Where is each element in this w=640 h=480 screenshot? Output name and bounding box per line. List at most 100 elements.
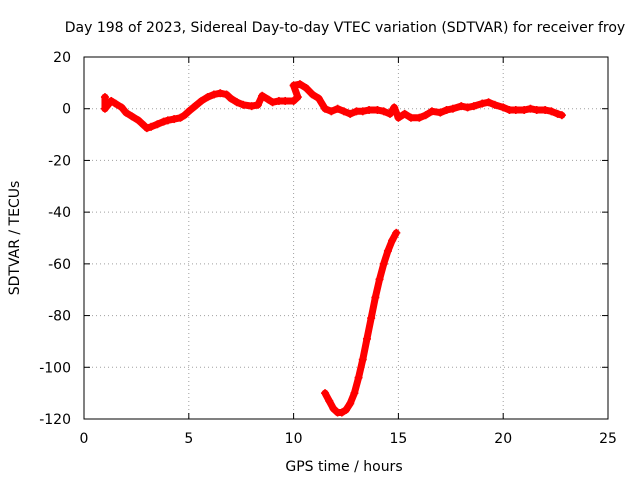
data-point-main <box>373 106 382 115</box>
data-point-main <box>457 102 466 111</box>
data-point-dip <box>346 399 355 408</box>
data-point-main <box>100 93 109 102</box>
data-point-main <box>557 111 566 120</box>
y-tick-label: -60 <box>48 257 71 273</box>
data-point-main <box>203 93 212 102</box>
data-point-main <box>293 93 302 102</box>
data-point-main <box>239 100 248 109</box>
x-tick-label: 25 <box>599 431 617 447</box>
data-point-dip <box>329 404 338 413</box>
data-point-main <box>358 107 367 116</box>
data-point-main <box>400 109 409 118</box>
y-tick-label: -20 <box>48 153 71 169</box>
data-point-main <box>142 124 151 133</box>
y-tick-label: -120 <box>39 412 71 428</box>
data-point-main <box>159 117 168 126</box>
data-point-main <box>520 106 529 115</box>
data-point-dip <box>358 355 367 364</box>
data-point-main <box>134 116 143 125</box>
data-point-main <box>390 103 399 112</box>
y-axis-label: SDTVAR / TECUs <box>7 181 23 296</box>
data-point-main <box>421 111 430 120</box>
x-tick-label: 15 <box>389 431 407 447</box>
y-tick-label: 20 <box>53 50 71 66</box>
data-point-main <box>314 94 323 103</box>
data-point-main <box>264 95 273 104</box>
y-tick-label: -100 <box>39 360 71 376</box>
data-point-main <box>107 96 116 105</box>
data-point-main <box>176 113 185 122</box>
data-points <box>100 80 566 417</box>
data-point-main <box>463 103 472 112</box>
data-point-main <box>138 120 147 129</box>
x-axis-ticks: 0 5 10 15 20 25 <box>80 57 617 447</box>
data-point-main <box>226 94 235 103</box>
data-point-main <box>153 120 162 129</box>
data-point-dip <box>379 259 388 268</box>
data-point-main <box>532 106 541 115</box>
data-point-dip <box>321 389 330 398</box>
data-point-main <box>191 102 200 111</box>
data-point-main <box>415 113 424 122</box>
x-axis-label: GPS time / hours <box>285 459 402 475</box>
data-point-main <box>308 90 317 99</box>
data-point-main <box>258 91 267 100</box>
data-point-dip <box>337 408 346 417</box>
x-tick-label: 20 <box>494 431 512 447</box>
data-point-dip <box>367 314 376 323</box>
data-point-main <box>346 109 355 118</box>
data-point-dip <box>354 373 363 382</box>
data-point-main <box>289 96 298 105</box>
data-point-main <box>247 102 256 111</box>
data-point-main <box>281 96 290 105</box>
data-point-main <box>386 109 395 118</box>
data-point-main <box>427 107 436 116</box>
data-point-dip <box>325 396 334 405</box>
x-tick-label: 5 <box>184 431 193 447</box>
data-point-main <box>111 99 120 108</box>
data-point-main <box>478 99 487 108</box>
data-point-main <box>339 107 348 116</box>
y-tick-label: -80 <box>48 309 71 325</box>
data-point-main <box>295 80 304 89</box>
data-point-main <box>448 104 457 113</box>
data-point-main <box>526 104 535 113</box>
data-point-main <box>184 107 193 116</box>
x-tick-label: 0 <box>80 431 89 447</box>
data-point-main <box>180 111 189 120</box>
data-point-dip <box>392 228 401 237</box>
data-point-main <box>302 84 311 93</box>
data-point-main <box>436 108 445 117</box>
data-point-main <box>253 100 262 109</box>
data-point-main <box>406 113 415 122</box>
data-point-main <box>394 113 403 122</box>
y-axis-ticks: 20 0 -20 -40 -60 -80 -100 -120 <box>39 50 608 428</box>
data-point-main <box>484 98 493 107</box>
data-point-main <box>365 106 374 115</box>
data-point-main <box>499 103 508 112</box>
data-point-main <box>121 108 130 117</box>
data-point-dip <box>383 246 392 255</box>
plot-frame <box>83 56 609 420</box>
data-point-main <box>222 90 231 99</box>
data-point-main <box>511 106 520 115</box>
data-point-main <box>147 122 156 131</box>
x-tick-label: 10 <box>285 431 303 447</box>
data-point-dip <box>388 236 397 245</box>
data-point-main <box>117 103 126 112</box>
data-point-dip <box>342 405 350 414</box>
data-point-main <box>163 116 172 125</box>
data-point-main <box>553 109 562 118</box>
data-point-main <box>197 96 206 105</box>
y-tick-label: -40 <box>48 205 71 221</box>
data-point-main <box>170 115 179 124</box>
y-tick-label: 0 <box>62 102 71 118</box>
data-point-main <box>216 89 225 98</box>
data-point-main <box>442 106 451 115</box>
data-point-main <box>333 104 342 113</box>
data-point-main <box>209 90 218 99</box>
data-point-main <box>469 102 478 111</box>
chart-title: Day 198 of 2023, Sidereal Day-to-day VTE… <box>65 20 625 36</box>
data-point-main <box>321 104 330 113</box>
data-point-dip <box>371 293 380 302</box>
